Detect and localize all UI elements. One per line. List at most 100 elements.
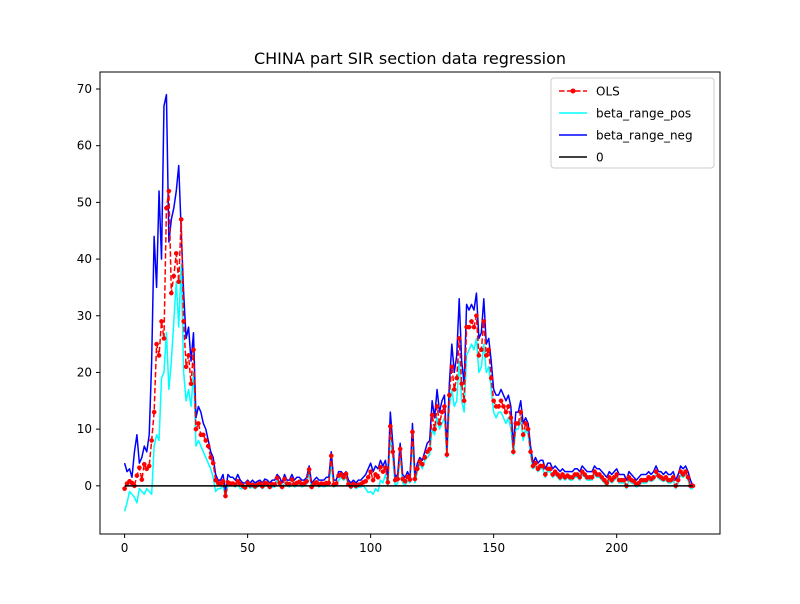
data-point-ols <box>685 474 691 480</box>
y-tick-label: 60 <box>77 139 92 153</box>
data-point-ols <box>134 473 140 478</box>
data-point-ols <box>474 313 479 319</box>
data-point-ols <box>178 217 184 222</box>
data-point-ols <box>577 474 583 480</box>
data-point-ols <box>419 461 425 467</box>
data-point-ols <box>304 478 310 484</box>
y-tick-label: 70 <box>77 82 92 96</box>
data-point-ols <box>223 493 228 499</box>
data-point-ols <box>208 455 214 460</box>
data-point-ols <box>176 279 182 285</box>
data-point-ols <box>483 353 489 358</box>
data-point-ols <box>210 460 216 466</box>
data-point-ols <box>282 476 287 482</box>
data-point-ols <box>166 188 172 194</box>
data-point-ols <box>520 432 526 438</box>
y-tick-label: 20 <box>77 365 92 379</box>
series-line-beta-range-neg <box>123 93 694 493</box>
data-point-ols <box>306 467 312 472</box>
y-tick-label: 10 <box>77 422 92 436</box>
legend-marker-ols <box>570 88 576 94</box>
data-point-ols <box>604 480 610 486</box>
data-point-ols <box>439 409 445 415</box>
x-tick-label: 200 <box>605 541 628 555</box>
data-point-ols <box>510 449 516 455</box>
data-point-ols <box>451 387 457 392</box>
data-point-ols <box>328 453 334 459</box>
data-point-ols <box>220 478 226 484</box>
data-point-ols <box>412 476 418 482</box>
data-point-ols <box>154 341 159 347</box>
data-point-ols <box>525 426 531 432</box>
data-point-ols <box>146 463 152 469</box>
data-point-ols <box>274 475 280 481</box>
data-point-ols <box>397 446 403 452</box>
data-point-ols <box>540 463 546 469</box>
data-point-ols <box>383 465 388 471</box>
data-point-ols <box>427 446 433 452</box>
data-point-ols <box>191 347 196 353</box>
data-point-ols <box>289 477 295 482</box>
data-point-ols <box>523 421 528 426</box>
axes-layer: 0 50 100 150 200 0 10 20 30 40 50 60 70 <box>77 82 628 555</box>
data-point-ols <box>390 449 396 455</box>
data-point-ols <box>341 474 346 480</box>
data-point-ols <box>501 404 506 409</box>
data-point-ols <box>159 319 164 324</box>
data-point-ols <box>156 353 162 358</box>
x-tick-label: 150 <box>482 541 505 555</box>
legend-label-ols: OLS <box>596 85 620 99</box>
data-point-ols <box>614 472 620 477</box>
data-point-ols <box>380 469 386 474</box>
data-point-ols <box>422 455 428 460</box>
data-point-ols <box>459 381 465 387</box>
data-point-ols <box>161 336 167 341</box>
data-point-ols <box>515 421 521 426</box>
data-point-ols <box>277 480 282 486</box>
data-point-ols <box>137 465 142 471</box>
data-point-ols <box>151 409 157 415</box>
data-point-ols <box>326 480 332 486</box>
data-point-ols <box>333 481 339 486</box>
data-point-ols <box>149 438 155 443</box>
legend-label-beta-range-pos: beta_range_pos <box>596 107 691 121</box>
data-point-ols <box>122 486 127 491</box>
data-point-ols <box>444 452 450 457</box>
y-tick-label: 0 <box>84 479 92 493</box>
data-point-ols <box>343 471 349 477</box>
data-point-ols <box>200 432 206 438</box>
y-tick-label: 50 <box>77 195 92 209</box>
data-point-ols <box>528 449 533 455</box>
data-point-ols <box>164 205 169 211</box>
data-point-ols <box>547 466 553 472</box>
data-point-ols <box>491 398 496 404</box>
data-point-ols <box>193 426 199 432</box>
data-point-ols <box>203 438 209 443</box>
data-point-ols <box>542 472 548 477</box>
data-point-ols <box>181 319 186 324</box>
data-point-ols <box>365 474 371 480</box>
data-point-ols <box>186 353 191 358</box>
legend-box <box>550 77 715 169</box>
legend: OLS beta_range_pos beta_range_neg 0 <box>550 77 715 169</box>
data-point-ols <box>387 423 393 429</box>
data-point-ols <box>434 404 440 409</box>
x-tick-label: 50 <box>240 541 255 555</box>
data-point-ols <box>683 469 688 474</box>
data-point-ols <box>533 460 538 466</box>
data-point-ols <box>476 353 482 358</box>
data-point-ols <box>508 415 514 421</box>
data-point-ols <box>188 381 194 387</box>
data-point-ols <box>486 347 492 353</box>
data-point-ols <box>429 412 435 418</box>
data-point-ols <box>670 474 676 480</box>
data-point-ols <box>471 324 477 330</box>
data-point-ols <box>363 478 369 484</box>
plot-frame <box>99 71 721 535</box>
data-point-ols <box>466 324 472 330</box>
data-point-ols <box>461 398 467 404</box>
data-point-ols <box>173 251 179 256</box>
data-point-ols <box>139 477 145 482</box>
data-point-ols <box>506 404 511 409</box>
